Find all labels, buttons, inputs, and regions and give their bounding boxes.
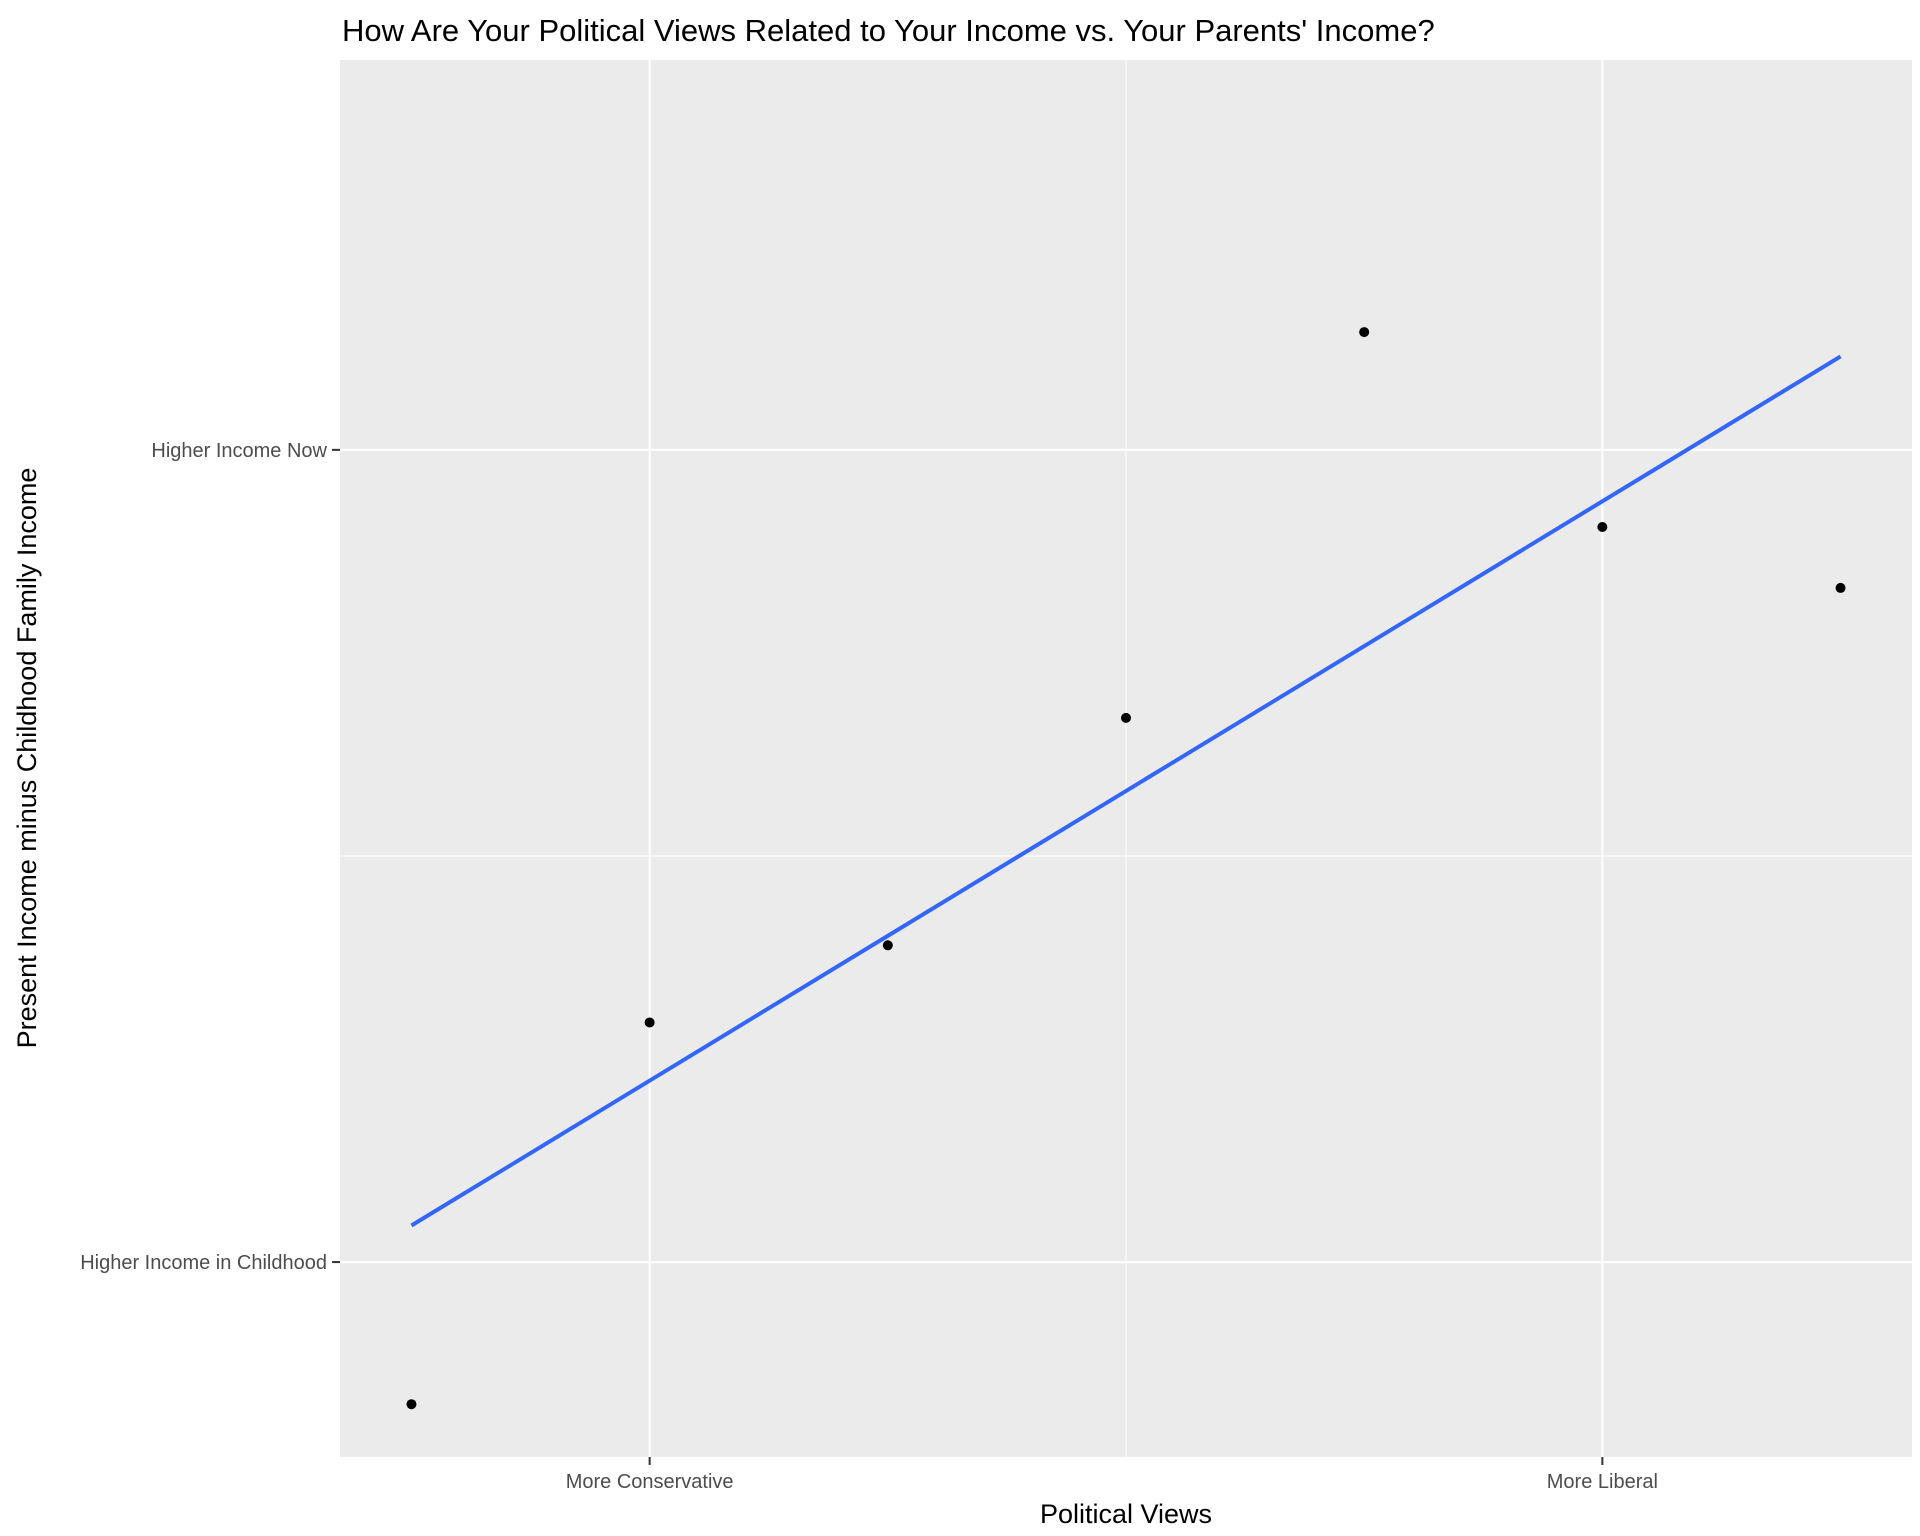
x-tick-label: More Conservative bbox=[566, 1471, 734, 1493]
data-points bbox=[406, 327, 1846, 1410]
grid-lines bbox=[340, 60, 1912, 1457]
chart-title: How Are Your Political Views Related to … bbox=[342, 13, 1435, 48]
data-point bbox=[882, 940, 893, 951]
y-axis-title: Present Income minus Childhood Family In… bbox=[12, 468, 42, 1049]
x-axis-title: Political Views bbox=[1040, 1499, 1212, 1529]
data-point bbox=[1597, 522, 1608, 533]
trend-line bbox=[410, 354, 1842, 1228]
y-tick-label: Higher Income in Childhood bbox=[80, 1252, 327, 1274]
data-point bbox=[644, 1017, 655, 1028]
y-axis: Higher Income in Childhood Higher Income … bbox=[80, 440, 340, 1274]
data-point bbox=[406, 1399, 417, 1410]
trend-line-layer bbox=[410, 354, 1842, 1228]
x-tick-label: More Liberal bbox=[1547, 1471, 1658, 1493]
y-tick-label: Higher Income Now bbox=[151, 440, 327, 462]
x-axis: More Conservative More Liberal bbox=[566, 1457, 1658, 1493]
data-point bbox=[1121, 712, 1131, 723]
data-point bbox=[1835, 582, 1846, 593]
data-point bbox=[1359, 327, 1370, 338]
